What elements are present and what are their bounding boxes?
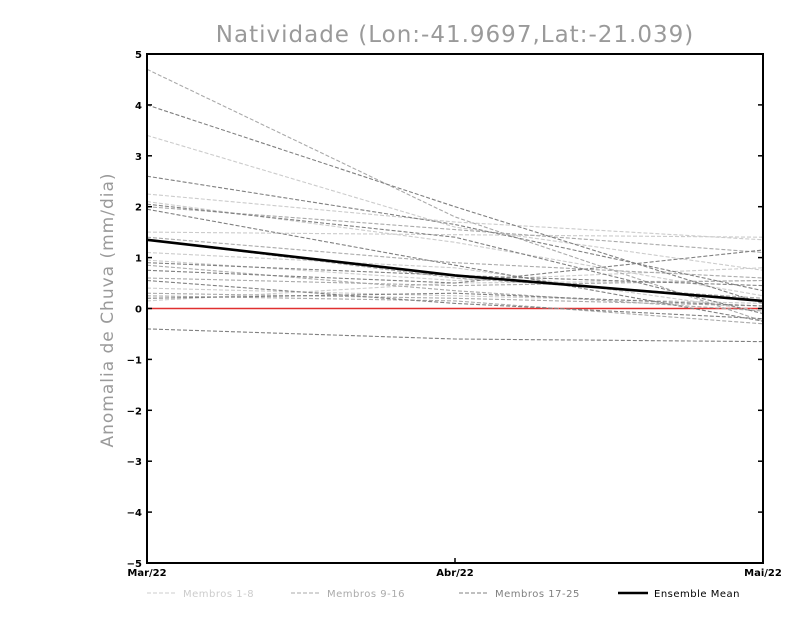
series-line-group2-member-4 (146, 295, 764, 325)
series-line-group3-member-7 (146, 279, 764, 320)
series-line-group2-member-1 (146, 68, 764, 322)
series-line-group1-member-5 (146, 287, 764, 304)
x-tick-label: Abr/22 (436, 568, 473, 579)
series-line-group2-member-8 (146, 236, 764, 279)
series-line-group2-member-6 (146, 277, 764, 287)
y-tick-label: −4 (127, 508, 142, 519)
plot-area (146, 68, 764, 343)
series-line-group3-member-6 (146, 249, 764, 284)
legend-label: Ensemble Mean (654, 589, 740, 600)
series-line-group3-member-2 (146, 175, 764, 292)
y-tick-label: 2 (135, 203, 142, 214)
series-line-group3-member-3 (146, 203, 764, 315)
y-tick-label: 0 (135, 305, 142, 316)
series-line-group2-member-5 (146, 239, 764, 299)
series-line-group2-member-3 (146, 264, 764, 312)
y-tick-label: −2 (127, 406, 142, 417)
series-line-group3-member-1 (146, 104, 764, 304)
series-line-group3-member-8 (146, 328, 764, 343)
y-tick-label: −5 (127, 559, 142, 570)
y-tick-label: −1 (127, 355, 142, 366)
ensemble-mean-line (146, 238, 764, 303)
legend-label: Membros 17-25 (495, 589, 580, 600)
series-line-group1-member-3 (146, 231, 764, 238)
chart-title: Natividade (Lon:-41.9697,Lat:-21.039) (216, 22, 694, 48)
series-line-group2-member-2 (146, 206, 764, 254)
y-tick-label: 3 (135, 152, 142, 163)
series-line-group2-member-7 (146, 292, 764, 307)
series-line-group1-member-2 (146, 193, 764, 241)
y-axis-label: Anomalia de Chuva (mm/dia) (98, 172, 118, 447)
legend-label: Membros 9-16 (327, 589, 405, 600)
series-line-group3-member-4 (146, 208, 764, 322)
legend-label: Membros 1-8 (183, 589, 254, 600)
legend: Membros 1-8 Membros 9-16 Membros 17-25 Ense… (147, 589, 740, 600)
y-tick-label: 5 (135, 50, 142, 61)
axes: −5 −4 −3 −2 −1 0 1 2 3 4 5 Mar/22 Abr/22 Mai/22 (127, 50, 782, 579)
y-tick-label: 4 (135, 101, 142, 112)
series-line-group1-member-1 (146, 134, 764, 271)
y-tick-label: −3 (127, 457, 142, 468)
x-tick-label: Mar/22 (127, 568, 166, 579)
y-tick-label: 1 (135, 254, 142, 265)
series-line-group1-member-8 (146, 251, 764, 312)
x-tick-label: Mai/22 (744, 568, 782, 579)
series-line-group3-member-9 (146, 292, 764, 307)
